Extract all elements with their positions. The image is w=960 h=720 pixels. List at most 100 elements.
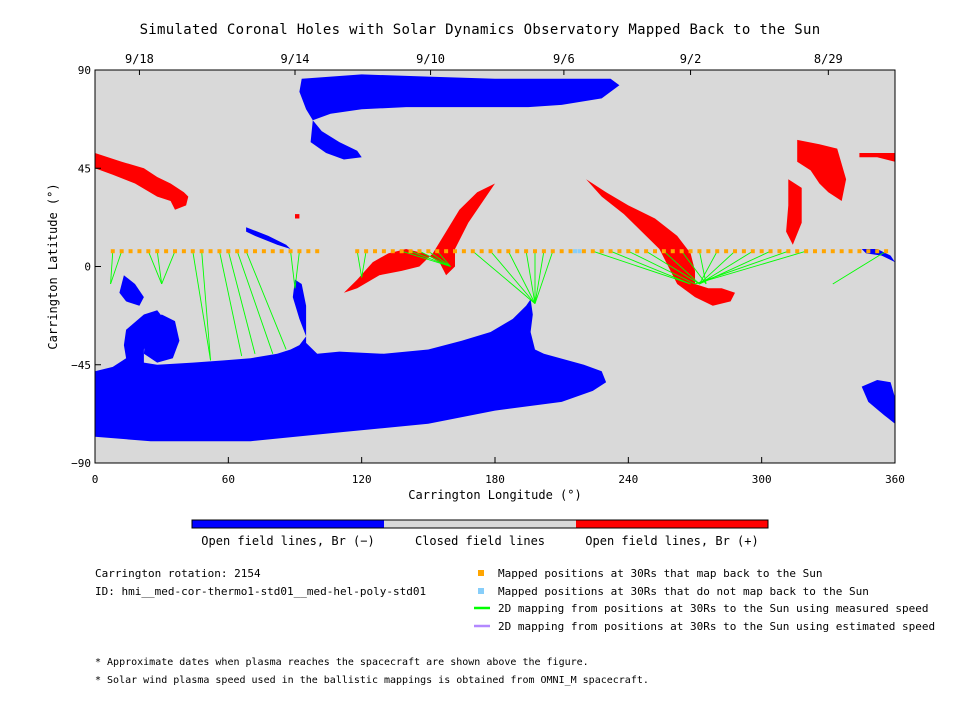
colorbar-segment-1 [384, 520, 576, 528]
mapped-point-36 [461, 249, 466, 254]
mapping-line-4 [161, 251, 176, 285]
mapped-point-68 [750, 249, 755, 254]
y-tick-label-2: 0 [84, 261, 91, 274]
mapping-line-35 [699, 250, 736, 285]
mapping-line-13 [356, 251, 363, 278]
mapped-point-66 [733, 249, 737, 254]
mapped-point-19 [279, 249, 284, 254]
mapped-point-33 [435, 249, 440, 254]
mapping-line-2 [147, 251, 163, 285]
mapped-point-4 [146, 249, 151, 254]
mapped-point-44 [533, 249, 537, 254]
mapped-point-47 [559, 249, 564, 254]
mapping-line-30 [645, 250, 700, 285]
mapped-point-53 [617, 249, 622, 254]
colorbar-segment-2 [576, 520, 768, 528]
mapped-point-72 [786, 249, 791, 254]
colorbar [191, 519, 769, 529]
negative-hole-south-polar [95, 279, 607, 442]
negative-hole-south-spur [119, 275, 144, 306]
mapping-line-40 [832, 250, 887, 285]
legend-label-unmapped: Mapped positions at 30Rs that do not map… [498, 585, 869, 598]
mapped-point-8 [181, 249, 186, 254]
legend-swatch-0 [478, 570, 484, 576]
mapped-point-28 [390, 249, 395, 254]
mapped-point-31 [417, 249, 422, 254]
mapping-line-18 [428, 250, 451, 267]
mapped-point-58 [661, 249, 666, 254]
mapped-point-56 [644, 249, 649, 254]
mapped-point-3 [137, 249, 142, 254]
mapping-line-7 [219, 251, 243, 357]
mapping-line-15 [401, 250, 451, 267]
mapped-point-0 [110, 249, 115, 254]
mapping-line-31 [663, 250, 700, 285]
y-tick-label-4: 90 [78, 64, 91, 77]
mapped-point-42 [515, 249, 520, 254]
y-tick-label-1: −45 [71, 359, 91, 372]
date-label-1: 9/14 [281, 52, 310, 66]
unmapped-point-0 [573, 249, 577, 254]
mapping-line-0 [110, 251, 114, 284]
mapped-point-21 [297, 249, 302, 254]
mapped-point-52 [608, 249, 613, 254]
axes: 0 60 120 180 240 300 360 −90 −45 0 45 90 Carrington … [46, 64, 905, 502]
mapping-line-36 [699, 250, 754, 285]
mapped-point-6 [164, 249, 169, 254]
x-tick-label-0: 0 [92, 473, 99, 486]
chart-title: Simulated Coronal Holes with Solar Dynam… [139, 22, 821, 38]
mapped-point-20 [288, 249, 293, 254]
mapped-point-34 [444, 249, 449, 254]
mapped-point-81 [866, 249, 871, 254]
mapping-line-5 [192, 251, 211, 361]
mapping-line-14 [361, 251, 367, 278]
mapped-point-50 [590, 249, 595, 254]
legend-label-measured: 2D mapping from positions at 30Rs to the… [498, 602, 929, 615]
x-axis-label: Carrington Longitude (°) [408, 488, 581, 502]
mapped-point-57 [653, 249, 657, 254]
mapped-point-74 [804, 249, 809, 254]
mapped-point-1 [119, 249, 124, 254]
mapped-point-37 [470, 249, 475, 254]
mapping-line-11 [290, 251, 296, 289]
legend-label-estimated: 2D mapping from positions at 30Rs to the… [498, 620, 936, 633]
x-tick-label-3: 180 [485, 473, 505, 486]
top-date-axis: 9/18 9/14 9/10 9/6 9/2 8/29 [125, 52, 843, 75]
mapped-point-60 [679, 249, 684, 254]
mapped-point-15 [244, 249, 249, 254]
model-id: ID: hmi__med-cor-thermo1-std01__med-hel-… [95, 585, 427, 598]
positive-hole-northeast-tail [786, 179, 802, 245]
mapped-point-30 [408, 249, 413, 254]
mapped-point-64 [715, 249, 720, 254]
x-tick-label-5: 300 [752, 473, 772, 486]
colorbar-label-positive: Open field lines, Br (+) [585, 534, 759, 548]
mapped-point-10 [199, 249, 204, 254]
mapped-point-43 [524, 249, 529, 254]
mapped-point-83 [884, 249, 889, 254]
positive-hole-small [295, 214, 300, 219]
mapped-point-27 [381, 249, 386, 254]
y-axis-label: Carrington Latitude (°) [46, 183, 60, 349]
mapping-line-20 [472, 250, 536, 304]
mapping-line-28 [610, 250, 691, 285]
mapped-point-73 [795, 249, 800, 254]
mapped-point-45 [541, 249, 546, 254]
mapping-line-1 [110, 251, 123, 285]
mapped-point-46 [550, 249, 555, 254]
date-label-2: 9/10 [416, 52, 445, 66]
negative-hole-south-island [143, 314, 180, 363]
mapping-line-38 [694, 250, 789, 285]
mapping-line-29 [628, 250, 696, 285]
date-label-3: 9/6 [553, 52, 575, 66]
unmapped-point-1 [577, 249, 582, 254]
mapped-point-78 [839, 249, 844, 254]
mapped-point-76 [821, 249, 826, 254]
mapped-point-70 [768, 249, 773, 254]
positive-hole-northwest [95, 153, 189, 210]
legend-swatch-1 [478, 588, 484, 594]
mapped-point-12 [217, 249, 222, 254]
x-tick-label-1: 60 [222, 473, 235, 486]
mapping-line-21 [490, 250, 536, 304]
negative-hole-north-polar [299, 74, 620, 121]
